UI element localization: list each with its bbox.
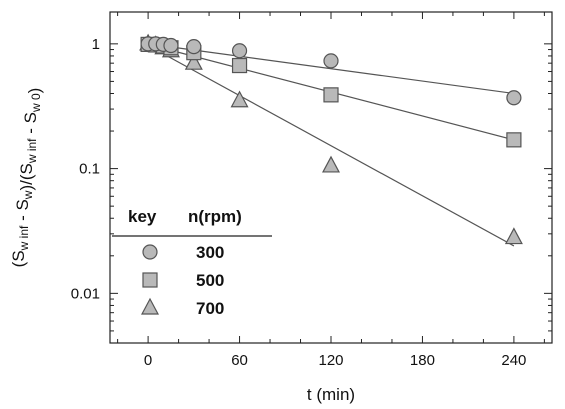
y-axis-title-part: (S [9,250,28,267]
x-tick-label: 120 [318,352,343,369]
x-tick-label: 180 [410,352,435,369]
circle-marker-300 [163,37,179,54]
triangle-marker-700 [504,227,523,245]
circle-marker-300 [231,43,248,59]
y-tick-label: 0.01 [71,285,100,302]
x-tick-label: 0 [144,352,152,369]
y-axis-title-part: w [21,190,35,200]
y-axis-title-part: - S [21,112,40,138]
x-tick-label: 60 [231,352,248,369]
square-marker-500 [506,132,522,148]
x-axis-title: t (min) [307,385,355,404]
circle-marker-300 [506,90,522,106]
triangle-marker-700 [322,155,340,173]
legend: key n(rpm) 300 500 700 [112,207,272,318]
legend-label-300: 300 [196,243,224,262]
y-axis-title-part: - S [13,199,32,225]
circle-marker-300 [323,53,339,69]
y-tick-label: 0.1 [79,161,100,178]
fit-line-300 [148,43,514,95]
fit-line-700 [147,44,515,247]
triangle-marker-700 [230,90,249,108]
legend-header-value: n(rpm) [188,207,242,226]
y-axis-title-part: )/(S [17,163,36,190]
x-tick-label: 240 [501,352,526,369]
legend-label-500: 500 [196,271,224,290]
y-axis-title-part: w 0 [29,93,43,113]
markers [139,33,523,245]
y-axis-title-part: w inf [25,138,39,164]
legend-header-key: key [128,207,157,226]
triangle-marker-700 [184,52,203,70]
square-marker-500 [323,87,339,103]
y-axis-title-part: ) [25,88,44,94]
legend-label-700: 700 [196,299,224,318]
legend-circle-icon [142,244,158,260]
square-marker-500 [231,57,248,74]
legend-triangle-icon [141,297,159,315]
ticks: 0 60 120 180 240 0.01 0.1 1 [71,12,552,369]
y-tick-label: 1 [92,36,100,53]
circle-marker-300 [186,39,202,55]
y-axis-title: (Sw inf - Sw)/(Sw inf - Sw 0) [9,88,44,268]
legend-square-icon [142,272,158,288]
y-axis-title-part: w inf [17,225,31,251]
